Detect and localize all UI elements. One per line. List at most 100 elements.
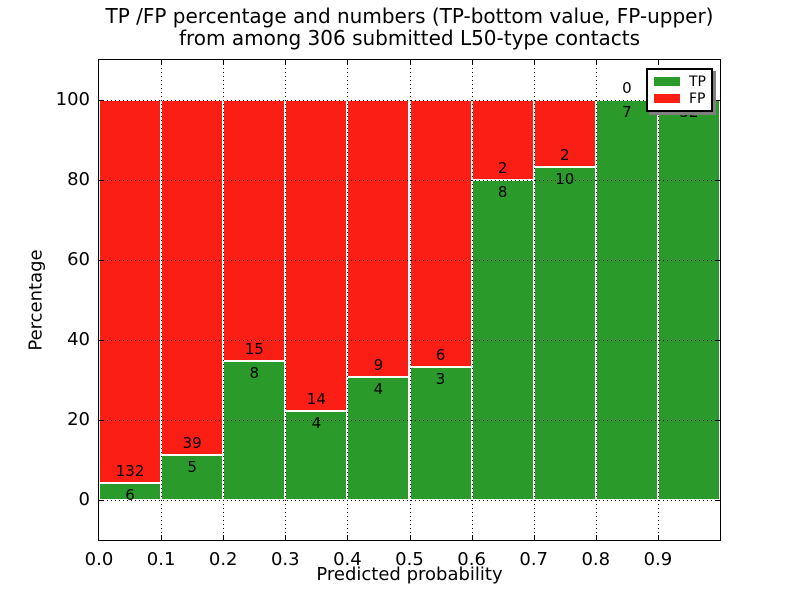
plot-area: 132 6 39 5 15 8 14 4 9 4 6 3 2 8 2 10 0 7 32 xyxy=(98,59,721,541)
legend-swatch-tp xyxy=(654,77,680,86)
gridline-x-2 xyxy=(223,60,225,540)
xtick-top-9 xyxy=(657,60,659,65)
fp-count-label-2: 15 xyxy=(244,339,264,358)
xtick-label-0.3: 0.3 xyxy=(270,549,300,570)
xtick-bottom-7 xyxy=(533,535,535,540)
gridline-x-3 xyxy=(285,60,287,540)
xtick-label-0.7: 0.7 xyxy=(519,549,549,570)
chart-title-line1: TP /FP percentage and numbers (TP-bottom… xyxy=(105,4,714,28)
xtick-bottom-4 xyxy=(347,535,349,540)
ytick-left-40 xyxy=(99,340,104,341)
tp-count-label-6: 8 xyxy=(497,183,508,201)
ytick-right-80 xyxy=(715,180,720,181)
gridline-x-5 xyxy=(409,60,411,540)
bar-fp-0 xyxy=(99,100,162,483)
bar-fp-2 xyxy=(223,100,286,361)
xtick-label-0.8: 0.8 xyxy=(581,549,611,570)
fp-count-label-0: 132 xyxy=(115,461,145,480)
bar-tp-7 xyxy=(533,166,596,500)
fp-count-label-6: 2 xyxy=(497,159,508,177)
legend-swatch-fp xyxy=(654,94,680,103)
legend-row-tp: TP xyxy=(654,73,706,90)
gridline-x-6 xyxy=(471,60,473,540)
xtick-label-0.0: 0.0 xyxy=(84,549,114,570)
xtick-top-1 xyxy=(161,60,163,65)
legend-row-fp: FP xyxy=(654,90,706,107)
ytick-label-20: 20 xyxy=(67,409,90,430)
ytick-right-40 xyxy=(715,340,720,341)
ytick-label-60: 60 xyxy=(67,249,90,270)
bar-fp-5 xyxy=(409,100,472,367)
xtick-bottom-2 xyxy=(223,535,225,540)
bar-tp-1 xyxy=(161,454,224,500)
ytick-left-80 xyxy=(99,180,104,181)
fp-count-label-3: 14 xyxy=(306,390,326,409)
gridline-x-8 xyxy=(595,60,597,540)
fp-count-label-4: 9 xyxy=(373,355,384,374)
chart-title-line2: from among 306 submitted L50-type contac… xyxy=(178,26,641,50)
bar-tp-8 xyxy=(595,100,658,500)
tp-count-label-2: 8 xyxy=(249,363,260,382)
bar-fp-6 xyxy=(471,100,534,180)
bar-fp-1 xyxy=(161,100,224,455)
xtick-top-7 xyxy=(533,60,535,65)
xtick-label-0.4: 0.4 xyxy=(333,549,362,570)
xtick-bottom-6 xyxy=(471,535,473,540)
chart-title: TP /FP percentage and numbers (TP-bottom… xyxy=(99,5,720,49)
ytick-right-100 xyxy=(715,100,720,101)
ytick-right-0 xyxy=(715,500,720,501)
gridline-x-9 xyxy=(657,60,659,540)
fp-count-label-5: 6 xyxy=(435,345,446,364)
ytick-right-20 xyxy=(715,420,720,421)
fp-count-label-7: 2 xyxy=(559,145,570,164)
xtick-bottom-3 xyxy=(285,535,287,540)
legend-label-tp: TP xyxy=(689,73,706,90)
ytick-left-0 xyxy=(99,500,104,501)
tp-count-label-8: 7 xyxy=(622,103,632,121)
ytick-left-60 xyxy=(99,260,104,261)
bar-tp-2 xyxy=(223,360,286,500)
xtick-label-0.6: 0.6 xyxy=(457,549,486,570)
x-axis-label: Predicted probability xyxy=(316,564,503,585)
legend: TP FP xyxy=(646,68,713,112)
xtick-label-0.9: 0.9 xyxy=(643,549,673,570)
xtick-top-6 xyxy=(471,60,473,65)
legend-label-fp: FP xyxy=(689,90,706,107)
bar-fp-4 xyxy=(347,100,410,377)
tp-count-label-3: 4 xyxy=(311,414,322,433)
fp-count-label-8: 0 xyxy=(622,79,632,97)
xtick-label-0.5: 0.5 xyxy=(395,549,424,570)
gridline-x-7 xyxy=(533,60,535,540)
gridline-x-4 xyxy=(347,60,349,540)
xtick-top-3 xyxy=(285,60,287,65)
xtick-label-0.1: 0.1 xyxy=(146,549,176,570)
xtick-bottom-5 xyxy=(409,535,411,540)
xtick-top-5 xyxy=(409,60,411,65)
fp-count-label-1: 39 xyxy=(182,433,202,452)
xtick-bottom-1 xyxy=(161,535,163,540)
ytick-left-20 xyxy=(99,420,104,421)
tp-count-label-0: 6 xyxy=(125,485,135,504)
tp-count-label-5: 3 xyxy=(435,369,446,388)
bar-tp-9 xyxy=(657,100,720,500)
gridline-x-1 xyxy=(161,60,163,540)
bar-tp-3 xyxy=(285,411,348,500)
xtick-bottom-8 xyxy=(595,535,597,540)
xtick-top-4 xyxy=(347,60,349,65)
tp-count-label-4: 4 xyxy=(373,379,384,398)
bar-tp-0 xyxy=(99,482,162,500)
xtick-label-0.2: 0.2 xyxy=(208,549,238,570)
bar-fp-3 xyxy=(285,100,348,412)
ytick-label-40: 40 xyxy=(67,329,90,350)
ytick-label-100: 100 xyxy=(55,89,90,110)
ytick-label-0: 0 xyxy=(78,489,90,510)
tp-count-label-1: 5 xyxy=(187,457,197,476)
xtick-top-8 xyxy=(595,60,597,65)
ytick-left-100 xyxy=(99,100,104,101)
xtick-top-2 xyxy=(223,60,225,65)
xtick-bottom-9 xyxy=(657,535,659,540)
tp-count-label-7: 10 xyxy=(555,169,575,188)
ytick-right-60 xyxy=(715,260,720,261)
ytick-label-80: 80 xyxy=(67,169,90,190)
